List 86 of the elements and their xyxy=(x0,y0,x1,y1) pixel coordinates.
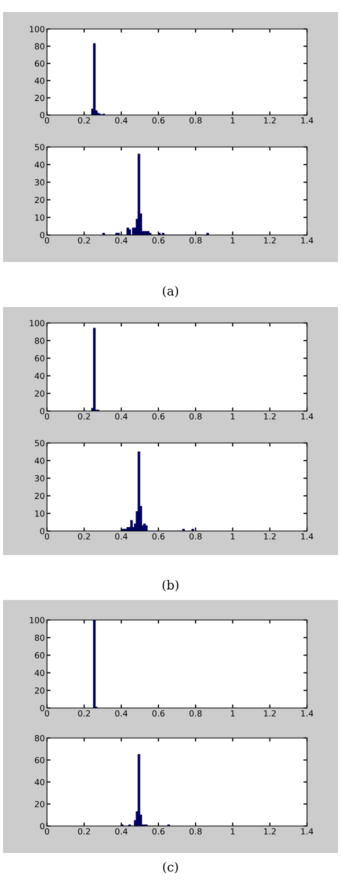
x-tick-label: 1.4 xyxy=(301,237,314,244)
y-tick-label: 50 xyxy=(34,440,44,446)
y-tick-label: 10 xyxy=(35,214,44,221)
y-tick-label: 40 xyxy=(34,78,44,84)
x-tick-label: 0.2 xyxy=(78,117,90,124)
y-tick-label: 100 xyxy=(30,26,44,32)
x-tick-label: 0 xyxy=(44,237,50,244)
y-tick-label: 10 xyxy=(35,510,44,517)
x-tick-label: 1.2 xyxy=(264,533,276,540)
x-tick-label: 1.2 xyxy=(264,237,276,244)
y-tick-label: 40 xyxy=(34,778,44,786)
x-tick-label: 0.4 xyxy=(115,710,128,717)
x-tick-label: 0.2 xyxy=(78,533,90,540)
x-tick-label: 0.4 xyxy=(115,533,128,540)
x-tick-label: 0.4 xyxy=(115,828,128,835)
x-tick-label: 1 xyxy=(230,533,235,540)
text: (c) xyxy=(163,862,178,874)
y-tick-label: 80 xyxy=(34,338,44,344)
y-tick-label: 0 xyxy=(40,112,44,118)
y-tick-label: 80 xyxy=(34,43,44,50)
y-tick-label: 20 xyxy=(34,687,44,694)
x-tick-label: 0 xyxy=(44,413,50,420)
y-tick-label: 30 xyxy=(34,475,44,482)
y-tick-label: 30 xyxy=(34,179,44,186)
y-tick-label: 60 xyxy=(34,355,44,362)
y-tick-label: 0 xyxy=(40,528,44,534)
y-tick-label: 20 xyxy=(34,390,44,397)
y-tick-label: 0 xyxy=(40,704,44,712)
y-tick-label: 0 xyxy=(40,408,44,414)
x-tick-label: 0.6 xyxy=(152,117,165,124)
y-tick-label: 40 xyxy=(34,670,44,676)
y-tick-label: 100 xyxy=(30,320,44,326)
x-tick-label: 1.2 xyxy=(264,828,276,834)
x-tick-label: 1.2 xyxy=(264,413,276,420)
x-tick-label: 1 xyxy=(230,710,235,716)
y-tick-label: 60 xyxy=(34,756,44,764)
x-tick-label: 1 xyxy=(230,117,235,124)
x-tick-label: 0.2 xyxy=(78,710,90,717)
y-tick-label: 80 xyxy=(34,734,44,742)
x-tick-label: 1.2 xyxy=(264,710,276,716)
x-tick-label: 0.4 xyxy=(115,117,128,124)
x-tick-label: 0.8 xyxy=(189,237,202,244)
y-tick-label: 60 xyxy=(34,652,44,658)
y-tick-label: 20 xyxy=(34,800,44,808)
x-tick-label: 0.4 xyxy=(115,237,128,244)
y-tick-label: 40 xyxy=(34,162,44,168)
x-tick-label: 0.6 xyxy=(152,710,165,717)
x-tick-label: 1.4 xyxy=(301,710,314,716)
x-tick-label: 0.2 xyxy=(78,828,90,835)
x-tick-label: 0 xyxy=(44,710,50,717)
x-tick-label: 0.2 xyxy=(78,413,90,420)
x-tick-label: 0.8 xyxy=(189,710,202,717)
text: (a) xyxy=(162,286,178,298)
x-tick-label: 1.4 xyxy=(301,413,314,420)
x-tick-label: 1.4 xyxy=(301,533,314,540)
x-tick-label: 0.6 xyxy=(152,237,165,244)
x-tick-label: 0.2 xyxy=(78,237,90,244)
y-tick-label: 0 xyxy=(40,822,44,830)
x-tick-label: 0 xyxy=(44,117,50,124)
x-tick-label: 0.6 xyxy=(152,533,165,540)
x-tick-label: 0.4 xyxy=(115,413,128,420)
x-tick-label: 0.6 xyxy=(152,828,165,835)
y-tick-label: 20 xyxy=(34,492,44,500)
y-tick-label: 50 xyxy=(34,144,44,150)
y-tick-label: 40 xyxy=(34,458,44,464)
x-tick-label: 1.2 xyxy=(264,117,276,124)
x-tick-label: 1.4 xyxy=(301,117,314,124)
x-tick-label: 0.8 xyxy=(189,413,202,420)
text: (b) xyxy=(162,580,178,592)
x-tick-label: 0 xyxy=(44,828,50,835)
y-tick-label: 20 xyxy=(34,196,44,204)
x-tick-label: 0.8 xyxy=(189,117,202,124)
y-tick-label: 60 xyxy=(34,60,44,67)
y-tick-label: 0 xyxy=(40,232,44,238)
x-tick-label: 0.8 xyxy=(189,533,202,540)
y-tick-label: 100 xyxy=(30,616,44,624)
x-tick-label: 1 xyxy=(230,413,235,420)
x-tick-label: 1.4 xyxy=(301,828,314,834)
y-tick-label: 80 xyxy=(34,634,44,641)
x-tick-label: 1 xyxy=(230,828,235,834)
y-tick-label: 20 xyxy=(34,94,44,102)
x-tick-label: 1 xyxy=(230,237,235,244)
x-tick-label: 0.8 xyxy=(189,828,202,835)
y-tick-label: 40 xyxy=(34,372,44,380)
x-tick-label: 0 xyxy=(44,533,50,540)
x-tick-label: 0.6 xyxy=(152,413,165,420)
